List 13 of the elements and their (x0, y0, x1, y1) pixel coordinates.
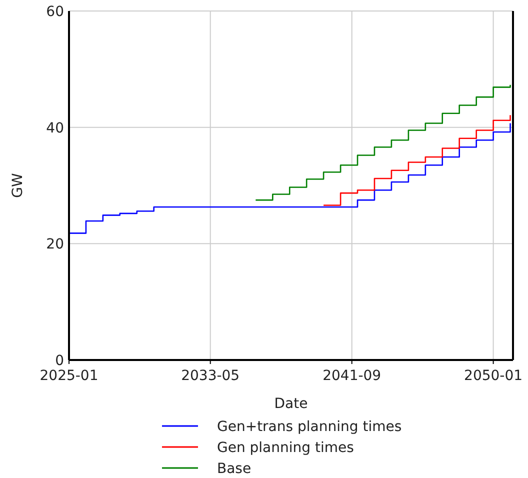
x-tick-label: 2041-09 (322, 368, 382, 384)
x-tick-label: 2050-01 (464, 368, 523, 384)
y-tick-label: 0 (55, 353, 64, 369)
legend-label: Gen+trans planning times (217, 419, 402, 435)
legend-label: Base (217, 461, 252, 477)
y-axis-title: GW (10, 173, 26, 198)
x-tick-label: 2033-05 (181, 368, 240, 384)
x-tick-label: 2025-01 (40, 368, 98, 384)
legend-label: Gen planning times (217, 440, 354, 456)
y-tick-label: 40 (46, 120, 64, 136)
y-tick-label: 20 (46, 236, 64, 253)
x-axis-title: Date (274, 396, 308, 412)
y-tick-label: 60 (46, 4, 64, 20)
